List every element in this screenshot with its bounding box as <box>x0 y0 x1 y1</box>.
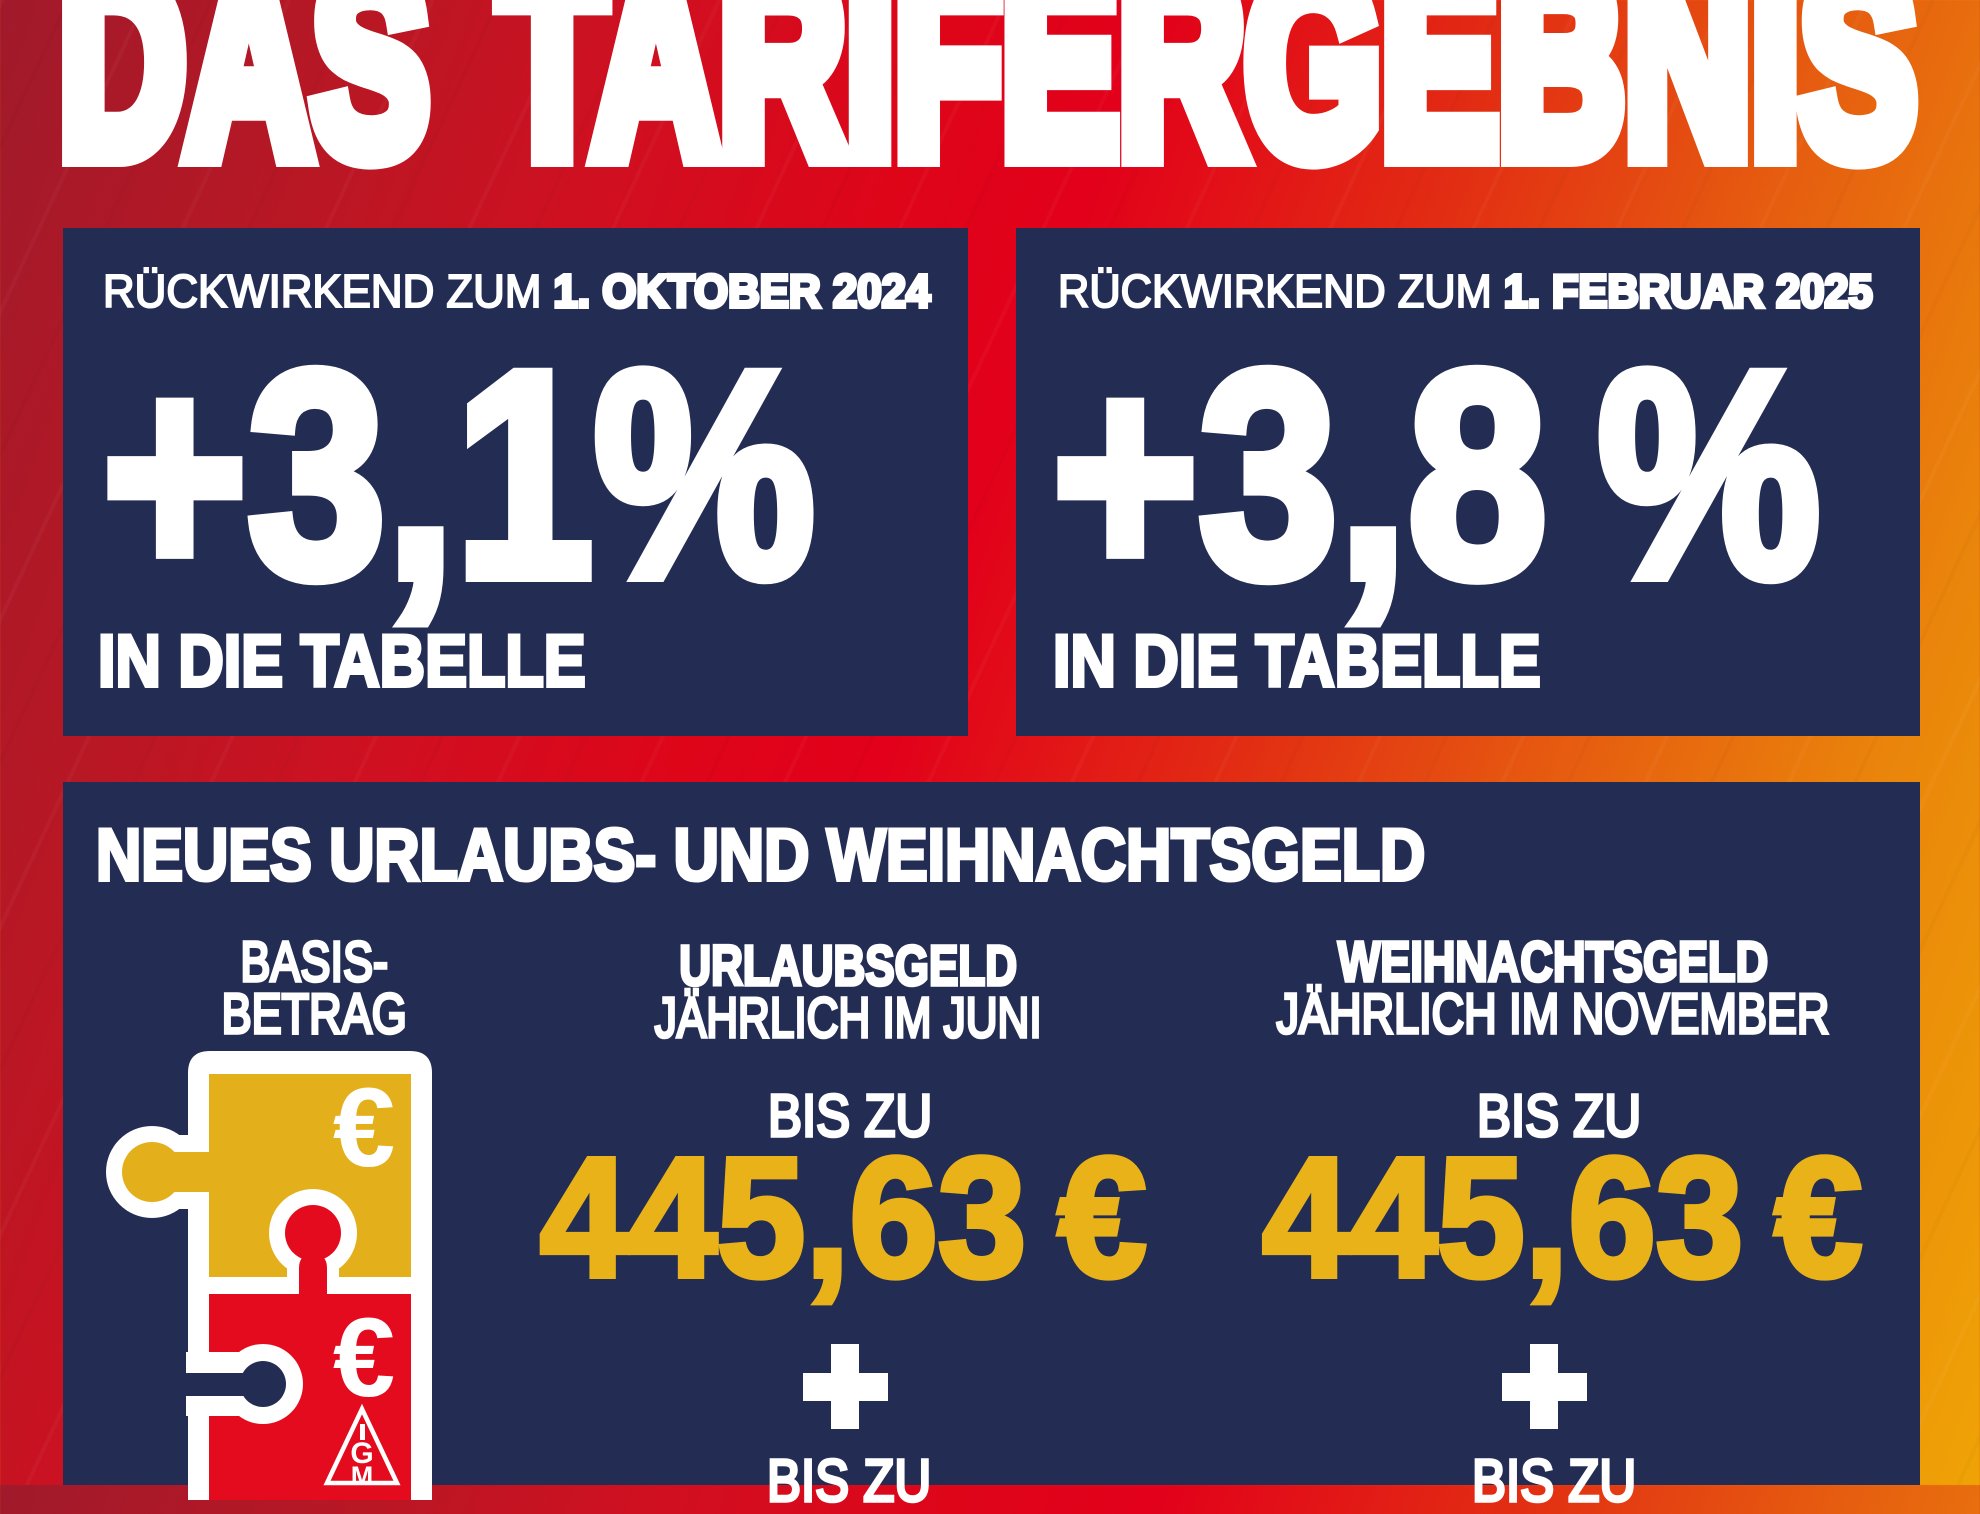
svg-text:G: G <box>350 1437 373 1470</box>
svg-text:€: € <box>333 1065 395 1190</box>
svg-text:M: M <box>351 1461 374 1491</box>
svg-text:€: € <box>333 1295 395 1420</box>
